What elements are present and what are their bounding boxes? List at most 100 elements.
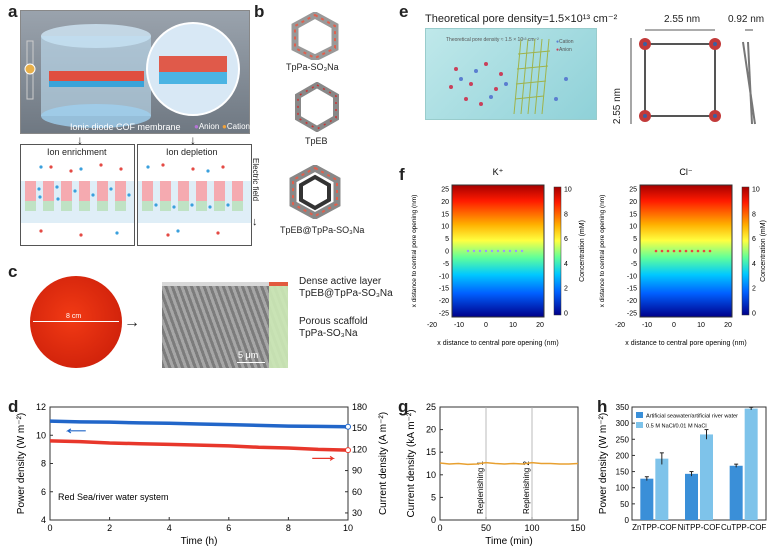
membrane-render <box>20 10 250 134</box>
dense-layer-material: TpEB@TpPa-SO₃Na <box>299 288 393 299</box>
chart-d-stability: 0 2 4 6 8 10 4 6 8 10 12 30 60 90 120 150 180 Time (h) Pow… <box>16 402 389 547</box>
cl-xticks: -20 -10 0 10 20 <box>615 322 732 329</box>
k-xtick-label: 0 <box>484 322 488 329</box>
d-ytick-label: 12 <box>36 402 46 412</box>
d-y2tick-label: 120 <box>352 444 367 454</box>
k-ctick-label: 0 <box>564 311 568 318</box>
membrane-photo <box>30 276 122 368</box>
k-map-title: K⁺ <box>493 167 504 177</box>
power-source-icon <box>24 63 36 75</box>
k-ytick-label: 20 <box>441 199 449 206</box>
enrichment-anions <box>39 163 123 237</box>
cl-xtick-label: 20 <box>724 322 732 329</box>
k-ytick-label: 15 <box>441 211 449 218</box>
diameter-line <box>33 321 119 322</box>
k-ctick-label: 6 <box>564 236 568 243</box>
d-current-axis-arrow <box>65 428 86 434</box>
arrow-down-icon: ↓ <box>77 133 83 147</box>
k-ctick-label: 2 <box>564 286 568 293</box>
cl-ytick-label: -20 <box>627 298 637 305</box>
porphyrin-nodes <box>639 38 721 122</box>
h-ytick-label: 250 <box>616 435 630 444</box>
cl-ytick-label: 25 <box>629 187 637 194</box>
d-y2tick-label: 30 <box>352 508 362 518</box>
chart-g-current: 0 50 100 150 0 5 10 15 20 25 Replenishing 1 Repleni… <box>406 402 586 547</box>
d-xtick-label: 10 <box>343 523 353 533</box>
h-bar <box>700 434 713 520</box>
zoom-support <box>159 72 227 84</box>
beaker-bottom <box>41 104 151 128</box>
g-replenish-label: Replenishing 2 <box>522 461 531 514</box>
md-simulation-box: Theoretical pore density ≈ 1.5 × 10¹³ cm… <box>425 28 597 120</box>
cl-ylabel: x distance to central pore opening (nm) <box>599 195 606 308</box>
cl-map-title: Cl⁻ <box>679 167 692 177</box>
d-ytick-label: 4 <box>41 515 46 525</box>
sem-image <box>162 284 288 368</box>
membrane-support <box>49 81 144 87</box>
dense-layer-title: Dense active layer <box>299 276 382 287</box>
h-legend-label: 0.5 M NaCl/0.01 M NaCl <box>646 424 707 430</box>
ion-depletion-label: Ion depletion <box>166 147 218 157</box>
panel-label-d: d <box>8 397 19 416</box>
tppa-so3na-structure <box>291 12 339 60</box>
k-pore-dots <box>466 249 524 253</box>
cl-pore-dots <box>654 249 712 253</box>
arrow-right-icon: → <box>124 314 140 331</box>
k-ytick-label: 5 <box>445 236 449 243</box>
cl-ytick-label: 15 <box>629 211 637 218</box>
tpeb-tppa-structure <box>289 165 341 219</box>
d-xlabel: Time (h) <box>181 536 218 547</box>
scale-bar <box>237 362 265 363</box>
panel-label-h: h <box>597 397 608 416</box>
md-legend-anion: ●Anion <box>556 47 572 53</box>
k-ytick-label: 0 <box>445 249 449 256</box>
ion-enrichment-label: Ion enrichment <box>47 147 107 157</box>
cl-colorbar <box>741 186 750 316</box>
d-series-current <box>49 419 349 429</box>
diameter-label: 8 cm <box>66 313 82 320</box>
d-y2tick-label: 180 <box>352 402 367 412</box>
k-xlabel: x distance to central pore opening (nm) <box>437 340 558 347</box>
h-ytick-label: 200 <box>616 451 630 460</box>
cl-xtick-label: 0 <box>672 322 676 329</box>
h-ylabel: Power density (W m⁻²) <box>598 413 609 514</box>
panel-label-g: g <box>398 397 409 416</box>
tpeb-structure <box>295 82 339 132</box>
tpeb-tppa-label: TpEB@TpPa-SO₃Na <box>280 225 365 235</box>
h-ytick-label: 350 <box>616 403 630 412</box>
scaffold-overlay <box>269 286 288 368</box>
d-ytick-label: 8 <box>41 459 46 469</box>
chart-h-bars: 0 50 100 150 200 250 300 350 ZnTPP-COF NiTPP-COF C… <box>598 403 767 532</box>
dense-layer-strip <box>162 282 288 286</box>
h-bar <box>685 473 698 520</box>
d-series-endpoint <box>345 447 351 454</box>
h-plot-frame <box>631 406 767 521</box>
ion-enrichment-box: Ion enrichment <box>20 144 135 246</box>
k-ytick-label: -5 <box>443 261 449 268</box>
h-category-label: NiTPP-COF <box>678 523 721 532</box>
h-legend-label: Artificial seawater/artificial river wat… <box>646 414 738 420</box>
cof-membrane-grid <box>513 38 551 115</box>
cation-icon: ● <box>222 122 227 131</box>
cl-ctick-label: 6 <box>752 236 756 243</box>
pore-frame <box>644 43 716 117</box>
h-legend-swatch <box>636 412 643 418</box>
d-power-axis-arrow <box>312 455 336 461</box>
k-ctick-label: 8 <box>564 211 568 218</box>
h-bar <box>655 458 669 520</box>
tppa-so3na-label: TpPa-SO₃Na <box>286 62 339 72</box>
g-xtick-label: 150 <box>570 523 585 533</box>
g-series-current <box>439 461 579 466</box>
d-ylabel: Power density (W m⁻²) <box>16 413 27 514</box>
arrow-down-icon-2: ↓ <box>190 133 196 147</box>
d-ytick-label: 10 <box>36 430 46 440</box>
d-ytick-label: 6 <box>41 487 46 497</box>
md-simulation-scene <box>449 38 568 115</box>
d-xtick-label: 6 <box>226 523 231 533</box>
md-anions <box>449 62 503 106</box>
cl-ctick-label: 8 <box>752 211 756 218</box>
side-view-stack <box>742 41 756 125</box>
d-xtick-label: 0 <box>47 523 52 533</box>
d-series-power <box>49 439 349 452</box>
